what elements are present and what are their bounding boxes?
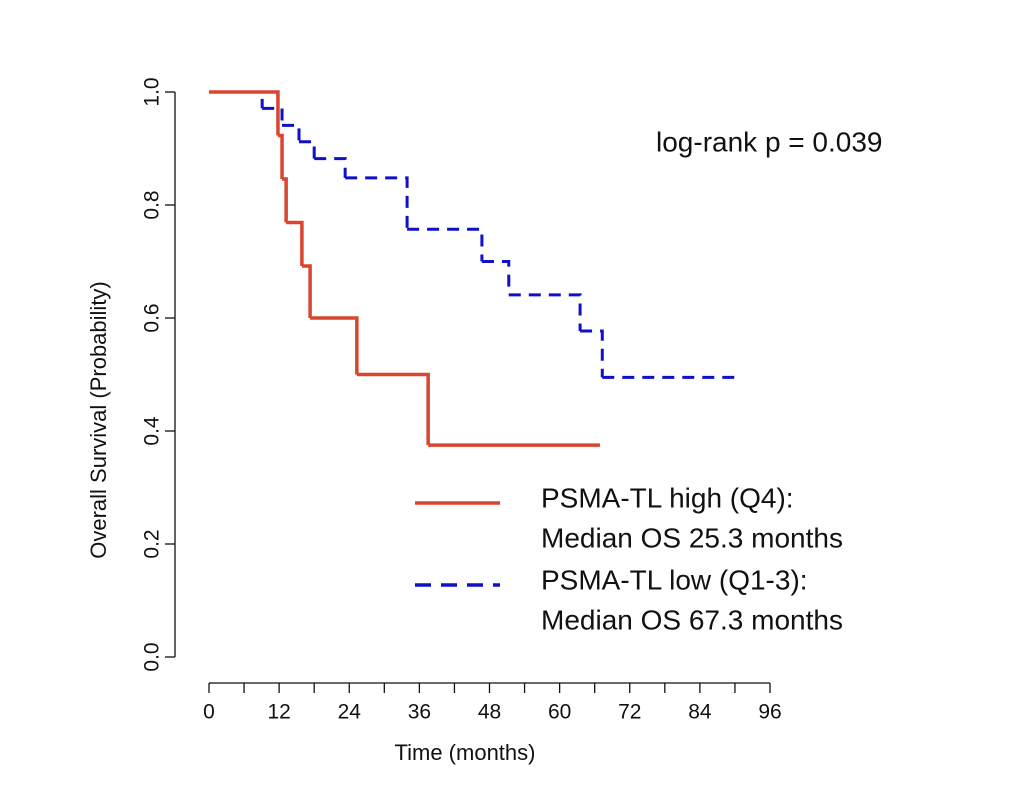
survival-step xyxy=(301,264,312,318)
y-tick-label: 0.4 xyxy=(141,416,164,446)
survival-step xyxy=(262,106,284,126)
x-tick-label: 12 xyxy=(267,701,290,724)
y-tick-label: 0.2 xyxy=(141,529,164,558)
survival-step xyxy=(356,372,430,446)
y-tick-label: 1.0 xyxy=(141,77,164,106)
survival-step xyxy=(209,90,280,136)
survival-step xyxy=(298,140,316,159)
x-tick-label: 84 xyxy=(688,701,712,724)
survival-step xyxy=(314,157,347,178)
y-tick-label: 0.0 xyxy=(141,642,164,671)
legend-label: PSMA-TL high (Q4): xyxy=(541,482,794,513)
annotation: log-rank p = 0.039 xyxy=(656,126,883,157)
x-tick-label: 60 xyxy=(548,701,571,724)
survival-step xyxy=(277,133,284,180)
legend-label: PSMA-TL low (Q1-3): xyxy=(541,564,808,595)
legend-note: Median OS 67.3 months xyxy=(541,604,843,635)
survival-step xyxy=(508,293,582,331)
survival-step xyxy=(481,260,511,295)
x-tick-label: 96 xyxy=(758,701,781,724)
survival-step xyxy=(282,177,288,223)
survival-step xyxy=(209,90,264,109)
x-tick-label: 72 xyxy=(618,701,641,724)
survival-step xyxy=(282,123,301,142)
survival-step xyxy=(407,227,484,262)
y-axis-label: Overall Survival (Probability) xyxy=(86,281,111,559)
survival-step xyxy=(286,220,304,267)
survival-step xyxy=(580,329,604,378)
x-tick-label: 36 xyxy=(408,701,431,724)
x-axis-label: Time (months) xyxy=(395,740,536,765)
x-tick-label: 48 xyxy=(478,701,501,724)
survival-step xyxy=(310,316,359,375)
survival-step xyxy=(345,176,409,230)
legend-note: Median OS 25.3 months xyxy=(541,522,843,553)
x-tick-label: 24 xyxy=(338,701,362,724)
y-tick-label: 0.8 xyxy=(141,190,164,219)
y-tick-label: 0.6 xyxy=(141,303,164,332)
x-tick-label: 0 xyxy=(203,701,215,724)
